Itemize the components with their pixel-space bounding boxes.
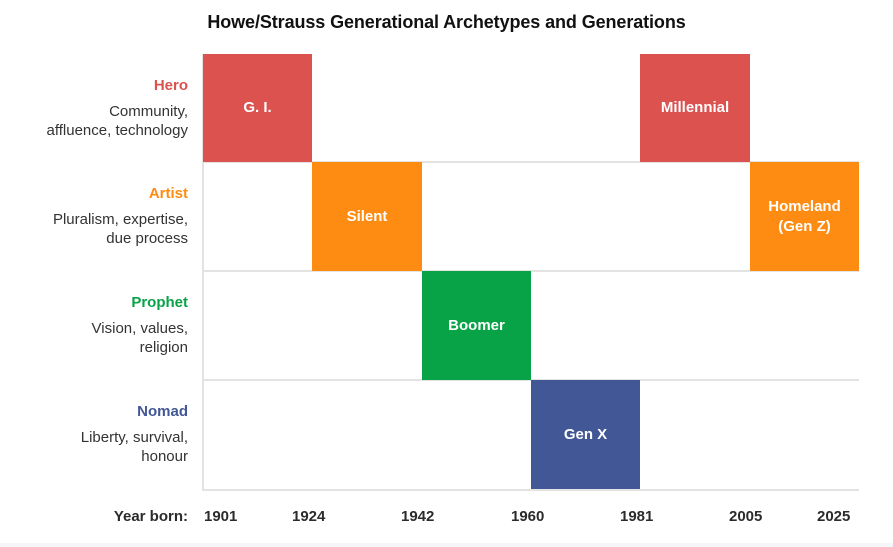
x-tick-2005: 2005 — [729, 508, 763, 525]
generation-grid: G. I. Silent Boomer Gen X Millennial Hom… — [202, 54, 859, 491]
block-label: Millennial — [660, 99, 730, 116]
x-tick-1924: 1924 — [292, 508, 326, 525]
archetype-description: Pluralism, expertise, due process — [52, 211, 188, 247]
block-label: Boomer — [448, 316, 505, 334]
archetype-name: Hero — [153, 77, 188, 94]
archetype-name: Artist — [148, 185, 188, 202]
block-gen-x: Gen X — [531, 380, 640, 489]
x-tick-2025: 2025 — [817, 508, 851, 525]
block-label: G. I. — [243, 99, 272, 116]
grid-row-divider — [202, 161, 859, 163]
x-axis-label: Year born: — [113, 508, 188, 525]
block-homeland: Homeland (Gen Z) — [750, 162, 859, 271]
block-label: Silent — [346, 207, 388, 225]
archetype-description: Vision, values, religion — [91, 320, 188, 356]
row-label-nomad: Nomad Liberty, survival, honour — [0, 403, 188, 466]
x-tick-1981: 1981 — [620, 508, 654, 525]
block-boomer: Boomer — [422, 271, 531, 380]
block-silent: Silent — [312, 162, 422, 271]
archetype-description: Liberty, survival, honour — [80, 429, 188, 465]
row-label-hero: Hero Community, affluence, technology — [0, 77, 189, 140]
block-gi: G. I. — [203, 54, 312, 162]
x-tick-1960: 1960 — [511, 508, 545, 525]
row-label-artist: Artist Pluralism, expertise, due process — [0, 185, 188, 248]
block-label: Gen X — [563, 425, 608, 443]
x-tick-1901: 1901 — [204, 508, 238, 525]
grid-row-divider — [202, 379, 859, 381]
grid-bottom-border — [202, 489, 859, 491]
archetype-description: Community, affluence, technology — [46, 103, 189, 139]
bottom-strip — [0, 543, 893, 547]
row-label-prophet: Prophet Vision, values, religion — [0, 294, 188, 357]
archetype-name: Nomad — [137, 403, 188, 420]
block-label: Homeland (Gen Z) — [768, 197, 841, 235]
grid-left-border — [202, 54, 204, 491]
archetype-name: Prophet — [131, 294, 188, 311]
chart-title: Howe/Strauss Generational Archetypes and… — [207, 12, 686, 32]
block-millennial: Millennial — [640, 54, 750, 162]
x-tick-1942: 1942 — [401, 508, 435, 525]
